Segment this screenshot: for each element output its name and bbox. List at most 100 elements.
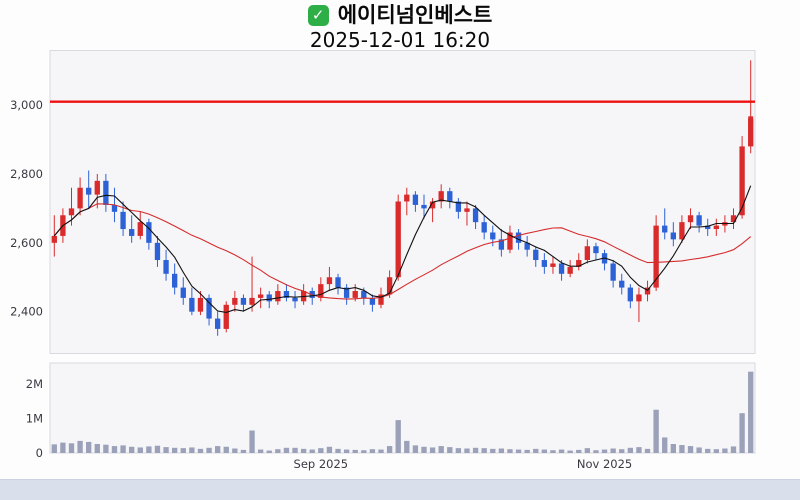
candle-body [507,232,513,250]
volume-bar [240,449,247,453]
volume-bar [679,445,685,453]
volume-bar [386,446,393,453]
volume-bar [197,448,204,453]
volume-bar [421,446,427,453]
candle-body [687,215,694,223]
volume-bar [111,446,118,453]
volume-bar [662,437,668,453]
candle-body [223,304,229,329]
price-panel [49,50,756,354]
volume-bar [490,448,496,453]
candle-body [361,291,367,298]
volume-bar [326,446,333,453]
candle-body [154,242,161,261]
volume-bar [51,444,57,453]
candle-body [318,284,324,298]
candle-body [120,211,126,230]
volume-bar [257,449,264,453]
last-price-marker [748,116,754,122]
volume-tick-label: 2M [26,377,43,391]
candle-body [533,249,539,261]
volume-bar [189,447,195,453]
stock-title: 에이티넘인베스트 [337,3,493,27]
volume-bar [705,448,711,453]
volume-bar [619,449,625,453]
volume-bar [601,449,608,453]
candle-body [627,287,633,302]
x-axis-label: Nov 2025 [577,457,632,471]
candle-body [412,194,419,205]
volume-bar [730,446,737,453]
candle-body [524,242,530,250]
volume-bar [713,449,719,453]
volume-bar [206,447,212,453]
volume-bar [515,449,522,453]
volume-bar [146,446,152,453]
candle-body [404,194,410,202]
volume-bar [696,447,702,453]
ma-fast-line [53,185,752,313]
candle-body [515,232,522,243]
candle-body [472,208,479,223]
candle-body [662,225,668,233]
volume-bar [300,448,307,453]
volume-bar [748,371,754,453]
volume-bar [154,445,161,453]
volume-bar [249,430,255,453]
volume-bar [120,445,126,453]
price-tick-label: 2,600 [10,236,43,250]
candle-body [292,297,298,302]
candle-body [670,232,676,240]
volume-bar [455,448,462,453]
volume-bar [722,448,728,453]
volume-bar [77,440,83,453]
candle-body [369,297,376,305]
volume-bar [318,448,324,453]
ma-slow-line [53,203,752,300]
volume-bar [395,420,401,453]
candle-body [395,201,401,278]
candle-body [490,232,496,240]
candle-body [576,260,582,267]
candle-body [481,222,487,233]
candle-body [257,294,264,298]
candle-body [653,225,659,288]
volume-bar [369,449,376,453]
candle-body [275,291,281,302]
candle-body [77,187,83,209]
candle-body [584,246,591,261]
volume-bar [129,446,135,453]
checkbox-icon: ✓ [307,5,329,26]
candle-body [593,246,599,254]
volume-bar [412,445,419,453]
volume-bar [429,447,436,453]
volume-bar [232,448,238,453]
candle-body [386,277,393,295]
volume-bar [180,448,186,453]
candle-body [94,180,100,195]
volume-bar [610,448,616,453]
volume-bar [644,448,651,453]
candle-body [111,204,118,212]
candle-body [696,215,702,226]
candle-body [429,201,436,209]
candle-body [197,297,204,312]
candle-body [421,204,427,209]
volume-bar [343,449,350,453]
volume-bar [627,447,633,453]
candle-body [739,146,745,216]
price-volume-chart: 2,400 2,600 2,800 3,000 0 1M 2M Sep 2025 Nov 202… [0,50,800,480]
candle-body [550,263,556,267]
volume-bar [533,448,539,453]
volume-bar [447,447,453,453]
volume-bar [670,444,676,453]
x-axis-label: Sep 2025 [294,457,349,471]
candle-body [619,280,625,288]
candle-body [283,291,290,298]
candle-body [129,229,135,236]
volume-bar [481,448,487,453]
candle-body [644,287,651,295]
price-tick-label: 3,000 [10,98,43,112]
candle-body [730,215,737,223]
volume-panel [49,362,756,454]
